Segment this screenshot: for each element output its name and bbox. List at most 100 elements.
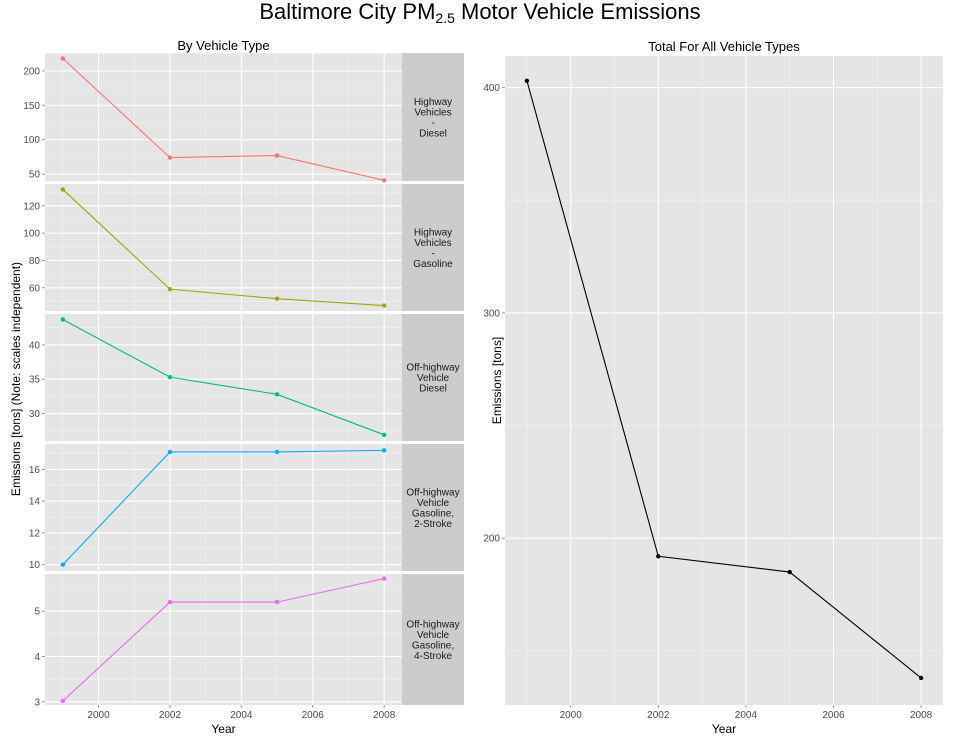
facet-strip-label: Highway [414,227,452,238]
x-tick-label: 2004 [230,710,253,721]
y-tick-label: 100 [23,229,40,240]
y-tick-label: 200 [23,66,40,77]
facet-strip-label: Off-highway [406,619,459,630]
data-point [918,675,924,681]
facet-strip [402,53,464,181]
left-x-axis-title: Year [211,722,235,736]
y-tick-label: 16 [29,465,41,476]
facet-strip-label: Vehicles [414,238,451,249]
facet-strip-label: Vehicles [414,107,451,118]
series-line [62,319,385,436]
y-tick-label: 5 [34,607,40,618]
series-line [62,58,385,181]
y-tick-label: 30 [29,409,41,420]
facet-strip-label: Off-highway [406,363,459,374]
y-tick-label: 40 [29,340,41,351]
data-point [274,449,280,455]
facet-strip [402,444,464,571]
data-point [60,562,66,567]
y-tick-label: 400 [483,83,500,94]
facet-background [45,53,402,181]
data-point [60,698,66,704]
title-prefix: Baltimore City PM [259,0,436,24]
data-point [274,392,280,397]
data-point [274,599,280,605]
facet-strip-label: Diesel [419,384,447,395]
facet-strip-label: Diesel [419,128,447,139]
x-tick-label: 2006 [822,710,845,721]
facet-background [45,574,402,705]
data-point [60,187,66,192]
x-tick-label: 2002 [159,710,182,721]
y-tick-label: 100 [23,135,40,146]
data-point [381,448,387,453]
facet-strip [402,314,464,441]
data-point [274,153,280,158]
data-point [167,155,173,160]
y-tick-label: 300 [483,308,500,319]
data-point [381,178,387,183]
total-chart-panel: 200 300 400 2000 2002 2004 2006 2008 [483,56,943,721]
y-tick-label: 60 [29,283,41,294]
facet-panel-4: 10 12 14 16 Off-highwayVehicleGasoline,2-Str… [29,444,464,571]
x-tick-label: 2008 [373,710,396,721]
y-tick-label: 3 [34,697,40,708]
x-tick-label: 2006 [302,710,325,721]
data-point [524,78,530,83]
facet-background [45,314,402,441]
facet-strip-label: 4-Stroke [414,651,452,662]
x-tick-label: 2002 [647,710,670,721]
facet-background [45,184,402,311]
y-tick-label: 12 [29,528,41,539]
chart-main-title: Baltimore City PM2.5 Motor Vehicle Emiss… [0,0,960,30]
y-tick-label: 35 [29,375,41,386]
facet-strip-label: Highway [414,97,452,108]
data-point [381,576,387,581]
x-tick-label: 2000 [87,710,110,721]
facet-strip-label: Vehicle [417,373,450,384]
data-point [167,599,173,605]
facet-strip [402,184,464,311]
x-tick-label: 2004 [735,710,758,721]
series-line [62,449,385,566]
x-tick-label: 2000 [560,710,583,721]
data-point [381,303,387,308]
facet-background [45,444,402,571]
series-line [62,577,385,702]
y-tick-label: 4 [34,652,40,663]
y-tick-label: 14 [29,497,41,508]
facet-strip-label: Vehicle [417,498,450,509]
series-line [62,189,385,307]
data-point [787,569,792,575]
right-y-axis-title: Emissions [tons] [490,337,504,424]
facet-strip-label: Vehicle [417,630,450,641]
title-subscript: 2.5 [435,10,455,26]
facet-strip [402,574,464,705]
facet-strip-label: Gasoline [413,259,453,270]
data-point [167,374,173,380]
data-point [167,286,173,292]
facet-strip-label: 2-Stroke [414,519,452,530]
y-tick-label: 150 [23,101,40,112]
facet-strip-label: Gasoline, [412,508,454,519]
left-y-axis-title: Emissions [tons] (Note: scales independe… [9,262,23,496]
right-x-axis-title: Year [712,722,736,736]
facet-strip-label: - [431,248,434,259]
y-tick-label: 200 [483,534,500,545]
total-series-line [526,80,922,679]
y-tick-label: 50 [29,170,41,181]
total-panel-background [505,56,943,705]
facet-strip-label: Gasoline, [412,640,454,651]
data-point [381,432,387,438]
right-chart-title: Total For All Vehicle Types [648,39,800,54]
title-suffix: Motor Vehicle Emissions [454,0,701,24]
y-tick-label: 120 [23,201,40,212]
data-point [60,317,66,322]
y-tick-label: 80 [29,256,41,267]
data-point [656,554,661,559]
